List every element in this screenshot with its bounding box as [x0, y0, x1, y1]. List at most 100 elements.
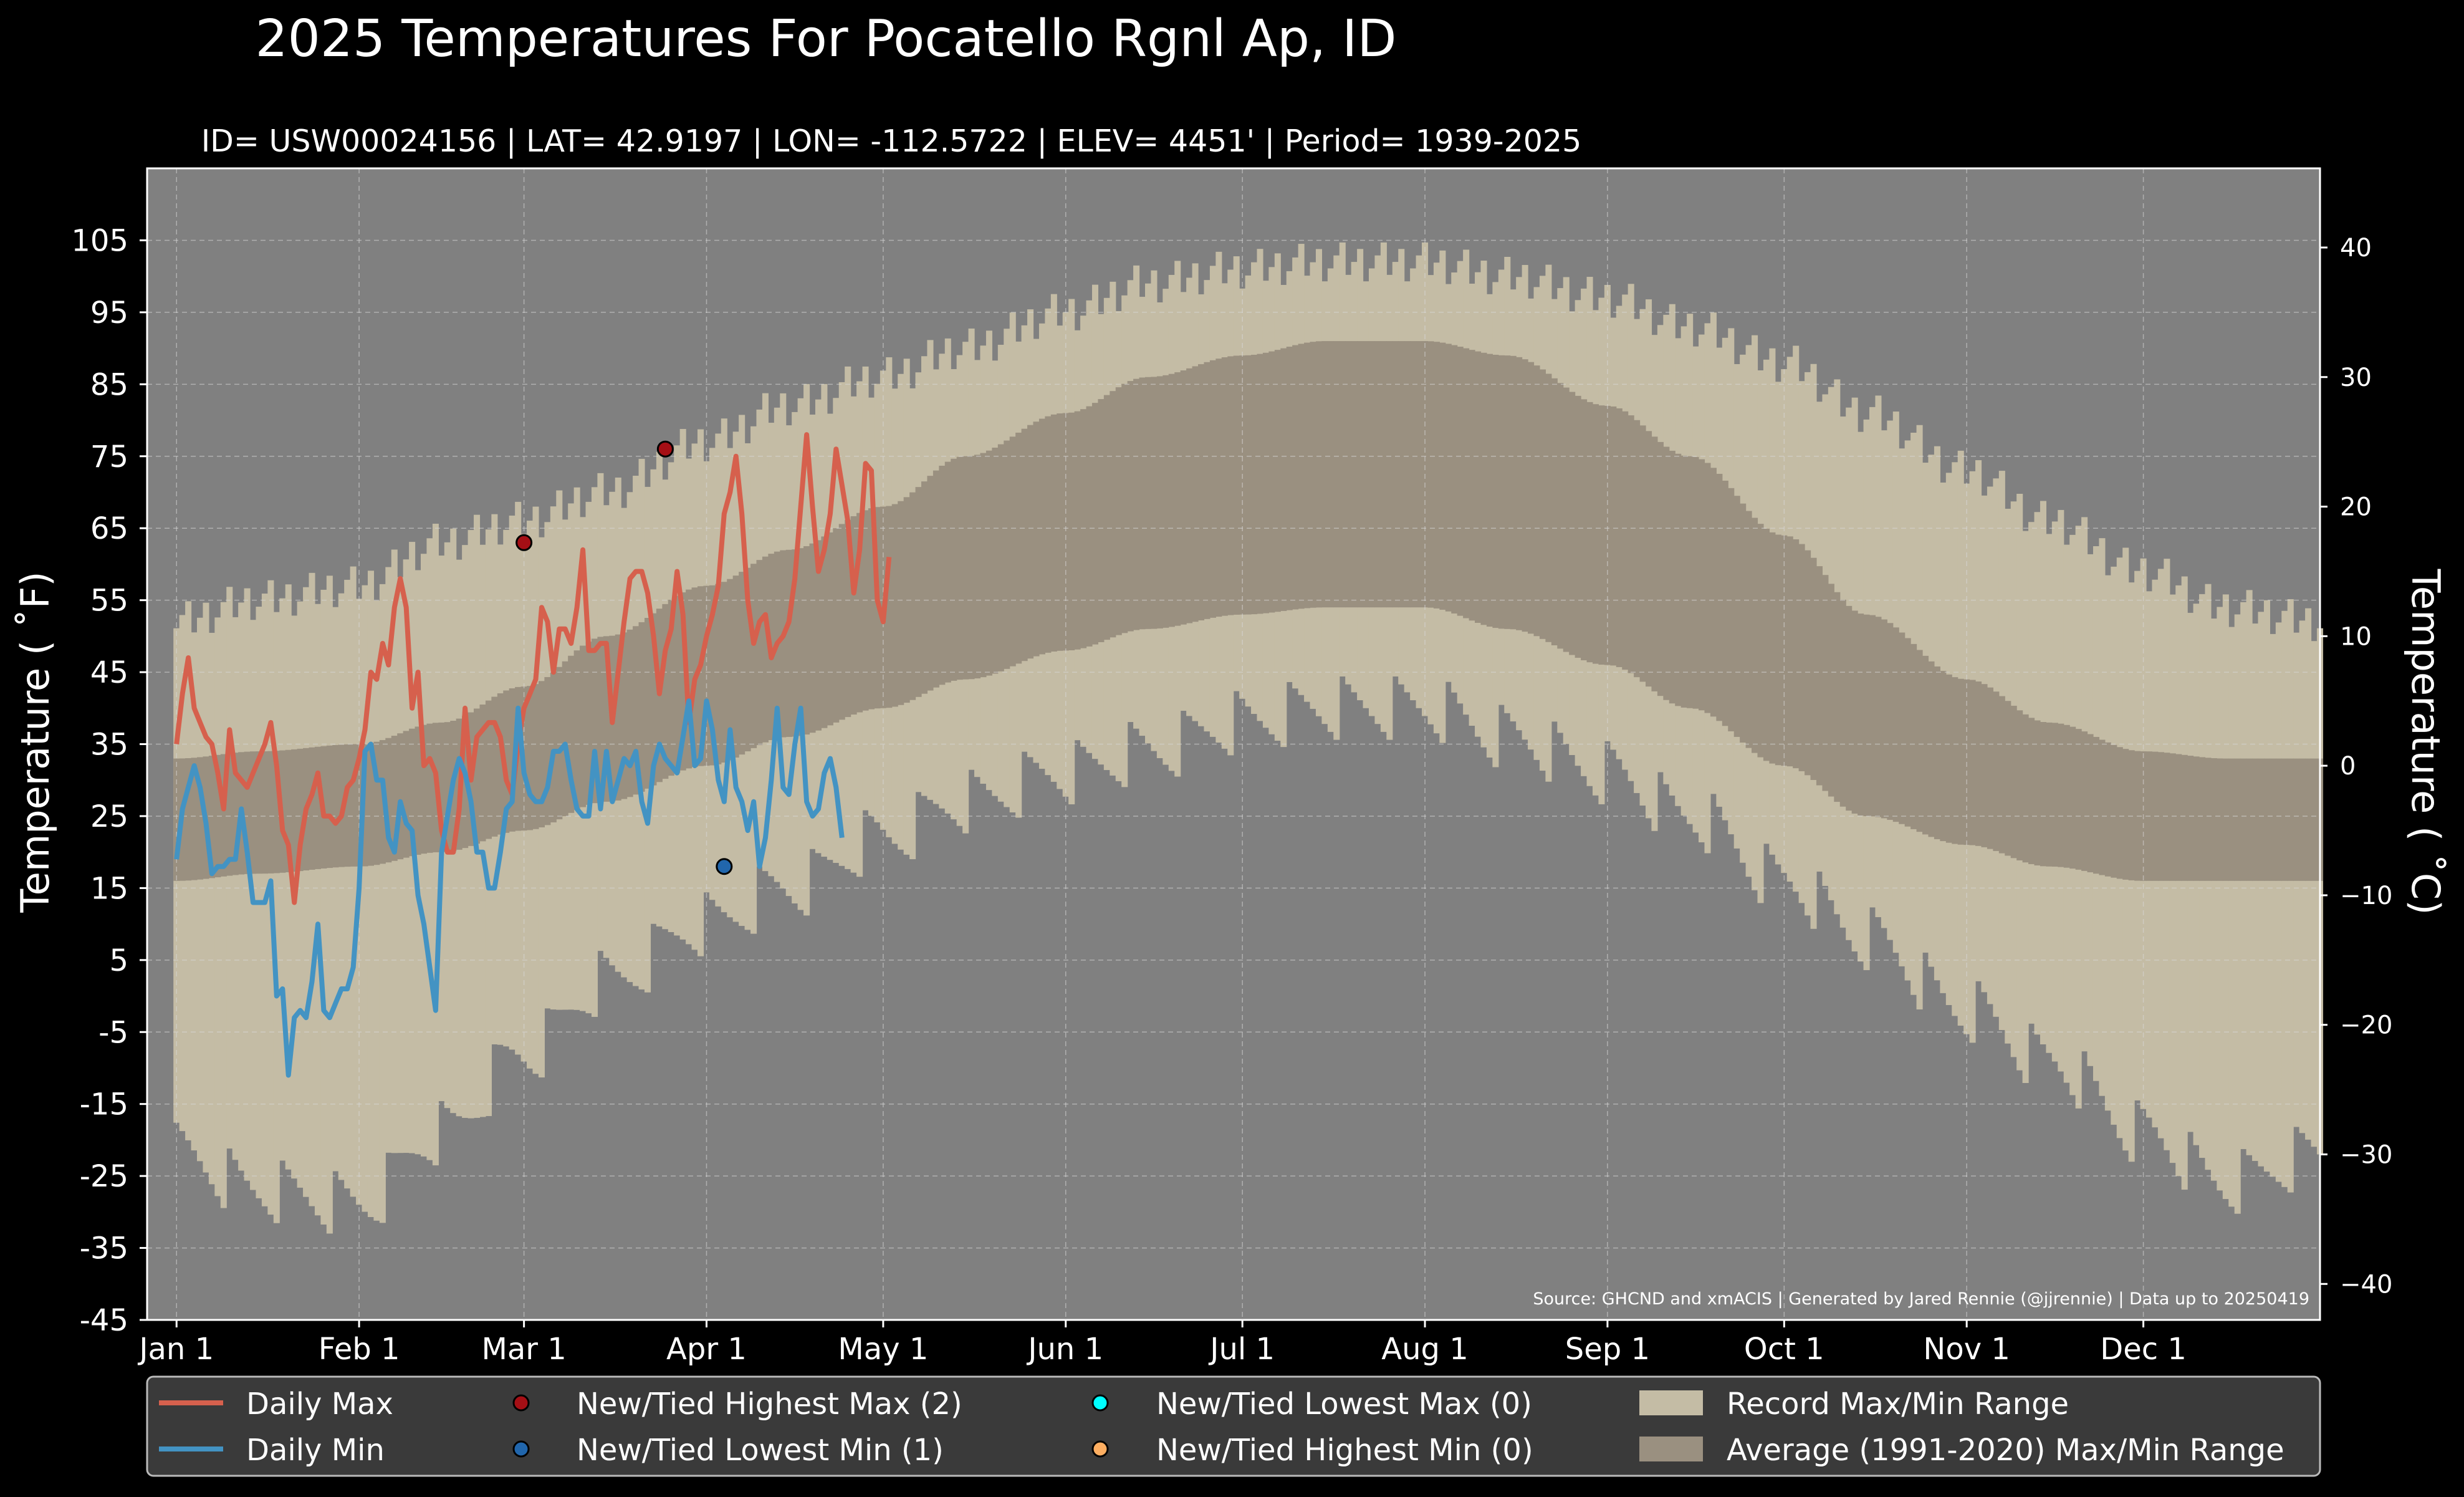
record-range-bar — [303, 587, 310, 1197]
normal-range-bar — [1805, 550, 1811, 776]
normal-range-bar — [1257, 354, 1263, 614]
normal-range-bar — [1062, 413, 1069, 651]
normal-range-bar — [997, 444, 1004, 671]
normal-range-bar — [367, 743, 375, 866]
normal-range-bar — [1728, 488, 1735, 731]
normal-range-bar — [491, 696, 498, 837]
normal-range-bar — [1987, 687, 1993, 849]
normal-range-bar — [474, 708, 481, 844]
normal-range-bar — [485, 700, 492, 839]
normal-range-bar — [679, 592, 686, 771]
normal-range-bar — [1004, 440, 1010, 669]
legend: Daily Max Daily Min New/Tied Highest Max (… — [146, 1375, 2321, 1477]
normal-range-bar — [273, 751, 280, 874]
chart-title: 2025 Temperatures For Pocatello Rgnl Ap,… — [255, 9, 1396, 69]
normal-range-bar — [1993, 691, 2000, 851]
chart-subtitle: ID= USW00024156 | LAT= 42.9197 | LON= -1… — [201, 123, 1582, 159]
normal-range-bar — [974, 455, 981, 679]
record-range-bar — [309, 572, 315, 1206]
normal-range-bar — [2252, 758, 2259, 881]
normal-range-bar — [1533, 365, 1540, 637]
record-range-bar — [208, 632, 215, 1185]
normal-range-bar — [1516, 357, 1523, 630]
normal-range-bar — [297, 748, 304, 872]
normal-range-bar — [1404, 341, 1411, 608]
record-range-bar — [320, 589, 327, 1225]
normal-range-bar — [1151, 377, 1158, 629]
normal-range-bar — [2087, 734, 2094, 873]
normal-range-bar — [2281, 758, 2288, 881]
normal-range-bar — [1192, 366, 1199, 622]
normal-range-bar — [1304, 342, 1311, 609]
x-tick-label: Nov 1 — [1923, 1332, 2010, 1367]
normal-range-bar — [1704, 463, 1711, 713]
legend-label-daily-max: Daily Max — [246, 1387, 393, 1422]
record-range-bar — [214, 617, 221, 1196]
record-range-bar — [191, 632, 198, 1151]
normal-range-bar — [1486, 354, 1493, 627]
normal-range-bar — [2263, 758, 2270, 881]
normal-range-bar — [497, 693, 504, 835]
y-tick-label-left: -35 — [80, 1231, 128, 1266]
normal-range-bar — [1846, 605, 1853, 811]
legend-label-record: Record Max/Min Range — [1727, 1387, 2069, 1422]
normal-range-bar — [1086, 406, 1093, 647]
normal-range-bar — [350, 744, 357, 867]
normal-range-bar — [1186, 368, 1193, 623]
normal-range-bar — [1699, 459, 1705, 711]
normal-range-bar — [2058, 723, 2064, 867]
normal-range-bar — [1498, 355, 1505, 629]
normal-range-bar — [2181, 754, 2188, 881]
record-range-bar — [2217, 607, 2223, 1191]
y-tick-label-right: 10 — [2340, 622, 2372, 651]
normal-range-bar — [250, 751, 257, 874]
normal-range-bar — [780, 550, 787, 738]
normal-range-bar — [1398, 341, 1405, 608]
normal-range-bar — [1098, 399, 1105, 642]
normal-range-bar — [1763, 529, 1770, 761]
y-axis-label-left: Temperature ( ˚F) — [12, 571, 58, 913]
normal-range-bar — [915, 487, 922, 697]
normal-range-bar — [1687, 456, 1694, 708]
record-range-bar — [338, 593, 345, 1180]
normal-range-bar — [762, 556, 769, 743]
normal-range-bar — [1551, 378, 1558, 645]
normal-range-bar — [1045, 416, 1052, 653]
normal-range-bar — [1103, 395, 1110, 640]
normal-range-bar — [420, 724, 428, 854]
daily-max-line — [174, 432, 892, 905]
record-range-bar — [220, 602, 227, 1208]
normal-range-bar — [1858, 614, 1864, 816]
normal-range-bar — [356, 744, 363, 867]
normal-range-bar — [1969, 680, 1976, 845]
normal-range-bar — [2022, 714, 2029, 863]
normal-range-bar — [1646, 431, 1652, 687]
normal-range-bar — [1469, 350, 1475, 621]
legend-marker — [1091, 1394, 1109, 1412]
legend-label-daily-min: Daily Min — [246, 1433, 385, 1468]
y-tick-label-left: 45 — [90, 655, 128, 690]
normal-range-bar — [509, 688, 515, 832]
normal-range-bar — [580, 645, 587, 807]
normal-range-bar — [267, 751, 274, 874]
x-tick-label: Jan 1 — [137, 1332, 214, 1367]
normal-range-bar — [2169, 753, 2176, 881]
normal-range-bar — [886, 506, 893, 708]
record-range-bar — [2222, 594, 2229, 1200]
normal-range-bar — [1834, 592, 1841, 802]
normal-range-bar — [1457, 347, 1464, 616]
normal-range-bar — [256, 751, 262, 874]
normal-range-bar — [739, 572, 745, 755]
normal-range-bar — [1504, 355, 1511, 629]
normal-range-bar — [1327, 341, 1334, 608]
normal-range-bar — [2175, 754, 2182, 881]
normal-range-bar — [621, 632, 628, 799]
normal-range-bar — [856, 513, 863, 713]
normal-range-bar — [1345, 341, 1352, 608]
record-range-bar — [326, 575, 333, 1234]
normal-range-bar — [850, 516, 857, 715]
x-tick-label: May 1 — [838, 1332, 928, 1367]
normal-range-bar — [827, 532, 833, 726]
normal-range-bar — [1952, 677, 1958, 844]
y-tick-label-left: 35 — [90, 728, 128, 763]
